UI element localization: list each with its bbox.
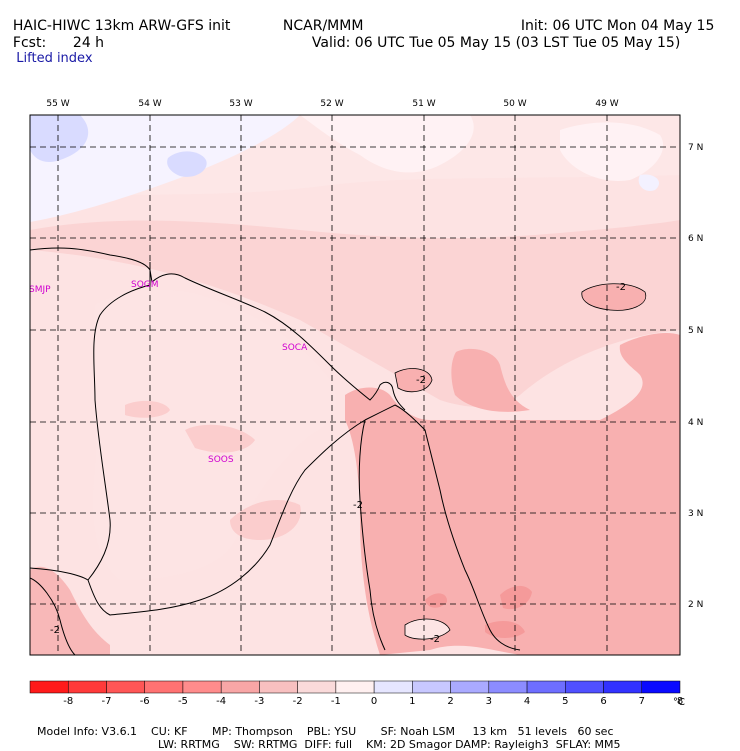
colorbar-swatch <box>106 680 145 694</box>
colorbar-swatch <box>29 680 69 694</box>
lat-label: 5 N <box>688 326 703 336</box>
lon-label: 50 W <box>503 99 526 109</box>
contour-label: -2 <box>416 375 426 386</box>
contour-label: -2 <box>353 500 363 511</box>
colorbar-tick-label: -3 <box>254 696 264 707</box>
colorbar-tick-label: 8 <box>677 696 683 707</box>
colorbar-swatch <box>182 680 222 694</box>
colorbar-tick-label: 7 <box>639 696 645 707</box>
colorbar-swatch <box>335 680 375 694</box>
map-frame <box>29 114 681 656</box>
lifted-index-contours <box>394 283 647 640</box>
lon-label: 55 W <box>46 99 69 109</box>
colorbar-swatch <box>412 680 451 694</box>
lat-label: 6 N <box>688 234 703 244</box>
valid-time: Valid: 06 UTC Tue 05 May 15 (03 LST Tue … <box>311 35 681 51</box>
colorbar-tick-label: 1 <box>409 696 415 707</box>
colorbar-swatch <box>603 680 643 694</box>
colorbar-tick-label: -2 <box>293 696 303 707</box>
colorbar-swatch <box>565 680 604 694</box>
lon-label: 54 W <box>138 99 161 109</box>
lat-label: 4 N <box>688 418 703 428</box>
colorbar-swatch <box>259 680 298 694</box>
contour-label: -2 <box>616 282 626 293</box>
model-title: HAIC-HIWC 13km ARW-GFS init <box>12 18 231 34</box>
coastline-and-borders <box>29 247 521 656</box>
fcst-value: 24 h <box>72 35 105 51</box>
model-info-line1: Model Info: V3.6.1 CU: KF MP: Thompson P… <box>37 725 614 738</box>
colorbar-tick-label: -4 <box>216 696 226 707</box>
latitude-labels: 7 N 6 N 5 N 4 N 3 N 2 N <box>688 143 703 610</box>
lon-label: 51 W <box>412 99 435 109</box>
colorbar-swatch <box>641 680 681 694</box>
lat-label: 7 N <box>688 143 703 153</box>
colorbar-swatch <box>67 680 107 694</box>
longitude-labels: 55 W 54 W 53 W 52 W 51 W 50 W 49 W <box>46 99 618 109</box>
station-label: SOOS <box>208 455 234 465</box>
colorbar-swatch <box>488 680 528 694</box>
lat-label: 2 N <box>688 600 703 610</box>
colorbar-tick-label: 6 <box>600 696 606 707</box>
contour-label: -2 <box>50 625 60 636</box>
colorbar-swatch <box>373 680 413 694</box>
station-label: SOGM <box>131 280 159 290</box>
field-name: Lifted index <box>16 51 93 66</box>
init-time: Init: 06 UTC Mon 04 May 15 <box>520 18 715 34</box>
colorbar: -8 -7 -6 -5 -4 -3 -2 -1 0 1 2 3 4 5 6 7 8 <box>29 680 683 707</box>
lat-label: 3 N <box>688 509 703 519</box>
station-labels: SMJP SOGM SOCA SOOS <box>29 280 308 465</box>
station-label: SMJP <box>29 285 51 295</box>
colorbar-tick-label: -6 <box>140 696 150 707</box>
colorbar-swatch <box>220 680 260 694</box>
colorbar-tick-label: 2 <box>447 696 453 707</box>
colorbar-swatch <box>297 680 337 694</box>
contour-labels: -2 -2 -2 -2 -2 <box>50 282 626 645</box>
lat-lon-grid <box>30 115 680 655</box>
contour-label: -2 <box>430 634 440 645</box>
fcst-label: Fcst: <box>12 35 47 51</box>
colorbar-tick-label: 5 <box>562 696 568 707</box>
colorbar-tick-label: 0 <box>371 696 377 707</box>
colorbar-tick-label: 3 <box>486 696 492 707</box>
colorbar-tick-label: 4 <box>524 696 530 707</box>
colorbar-swatch <box>526 680 566 694</box>
colorbar-swatch <box>144 680 184 694</box>
center-label: NCAR/MMM <box>282 18 364 34</box>
field-shading <box>30 115 680 655</box>
colorbar-tick-label: -8 <box>63 696 73 707</box>
colorbar-unit: °C <box>673 697 685 708</box>
colorbar-tick-label: -7 <box>101 696 111 707</box>
lon-label: 52 W <box>320 99 343 109</box>
colorbar-tick-label: -1 <box>331 696 341 707</box>
lon-label: 49 W <box>595 99 618 109</box>
station-label: SOCA <box>282 343 308 353</box>
colorbar-swatch <box>450 680 490 694</box>
colorbar-tick-label: -5 <box>178 696 188 707</box>
lon-label: 53 W <box>229 99 252 109</box>
